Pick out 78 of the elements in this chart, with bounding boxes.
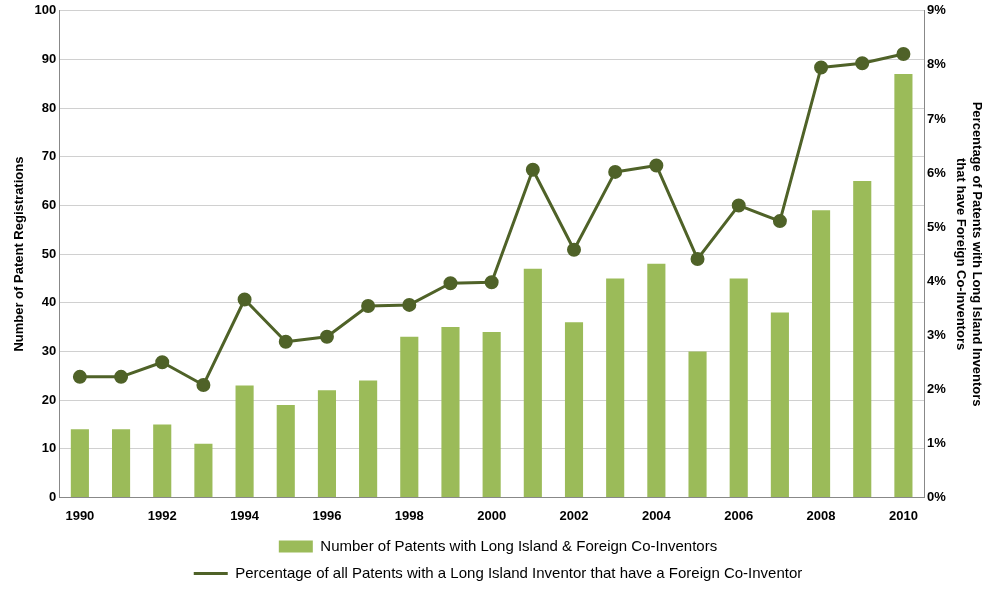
x-tick-label: 2010 (888, 507, 918, 523)
y-tick-label: 10 (41, 440, 57, 456)
y-axis-title: Number of Patent Registrations (11, 156, 27, 352)
y-tick-label: 90 (41, 51, 57, 67)
point (772, 214, 787, 229)
point (896, 47, 911, 62)
y-tick-label: 50 (41, 245, 57, 261)
y-tick-label: 80 (41, 99, 57, 115)
x-tick-label: 2006 (724, 507, 754, 523)
bar (729, 278, 748, 497)
bar (153, 424, 172, 497)
y2-axis-title: Percentage of Patents with Long Island Inventors that have Foreign Co-Inventors (954, 101, 985, 407)
point (443, 276, 458, 291)
x-tick-label: 2000 (477, 507, 507, 523)
legend-label: Percentage of all Patents with a Long Island Inventor that have a Foreign Co-Inventor (235, 563, 803, 581)
point (237, 292, 252, 307)
y2-tick-label: 3% (927, 326, 947, 342)
bar (400, 336, 419, 497)
y2-tick-label: 9% (927, 2, 947, 18)
bar (235, 385, 254, 497)
y2-tick-label: 0% (927, 488, 947, 504)
bar (647, 263, 666, 497)
point (402, 297, 417, 312)
x-tick-label: 1998 (394, 507, 424, 523)
point (278, 334, 293, 349)
bar (112, 429, 131, 497)
bar (688, 351, 707, 497)
bar (70, 429, 89, 497)
bar (276, 404, 295, 497)
bar (482, 331, 501, 497)
bar (770, 312, 789, 497)
y2-tick-label: 7% (927, 110, 947, 126)
y-tick-label: 20 (41, 391, 57, 407)
y-tick-label: 60 (41, 197, 57, 213)
bar (441, 327, 460, 497)
x-tick-label: 1992 (147, 507, 177, 523)
bar (853, 181, 872, 497)
point (649, 158, 664, 173)
point (196, 377, 211, 392)
y2-tick-label: 5% (927, 218, 947, 234)
x-tick-label: 1994 (230, 507, 260, 523)
point (525, 162, 540, 177)
x-tick-label: 1990 (65, 507, 95, 523)
point (361, 299, 376, 313)
point (731, 198, 746, 213)
bar (564, 322, 584, 497)
y-tick-label: 40 (41, 294, 57, 310)
x-tick-label: 2002 (559, 507, 589, 523)
y2-tick-label: 2% (927, 380, 947, 396)
y-tick-label: 0 (49, 488, 57, 504)
y2-tick-label: 8% (927, 56, 947, 72)
bar (606, 278, 625, 497)
point (814, 60, 829, 75)
y2-tick-label: 6% (927, 164, 947, 180)
point (114, 369, 129, 384)
y2-tick-label: 4% (927, 272, 947, 288)
point (608, 164, 623, 179)
bar (317, 390, 336, 497)
point (319, 329, 334, 344)
bar (523, 268, 542, 497)
point (567, 242, 582, 257)
y-tick-label: 30 (41, 343, 57, 358)
point (155, 355, 170, 370)
bar (894, 74, 913, 497)
x-tick-label: 1996 (312, 507, 342, 523)
point (855, 56, 870, 71)
point (72, 369, 87, 384)
bar (359, 380, 378, 497)
legend-label: Number of Patents with Long Island & Foreign Co-Inventors (320, 536, 718, 554)
x-tick-label: 2004 (641, 507, 672, 523)
point (690, 251, 705, 266)
y-tick-label: 70 (41, 148, 57, 164)
bar (194, 443, 213, 497)
bar (812, 210, 831, 497)
y-tick-label: 100 (34, 2, 57, 18)
point (484, 275, 499, 290)
y2-tick-label: 1% (927, 434, 947, 450)
x-tick-label: 2008 (806, 507, 836, 523)
